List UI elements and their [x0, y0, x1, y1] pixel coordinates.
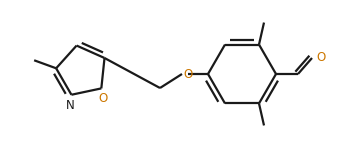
Text: O: O [184, 67, 193, 81]
Text: O: O [316, 51, 325, 64]
Text: O: O [99, 92, 108, 105]
Text: N: N [66, 99, 75, 112]
